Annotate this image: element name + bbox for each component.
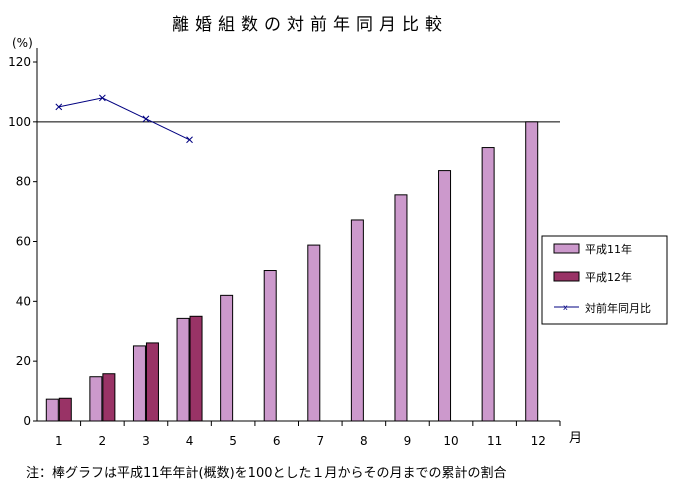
chart-note: 注：棒グラフは平成11年年計(概数)を100とした１月からその月までの累計の割合 — [26, 465, 507, 481]
legend-label-h11: 平成11年 — [585, 242, 632, 256]
bar-平成12年-4 — [189, 315, 203, 422]
legend: 平成11年 平成12年 x 対前年同月比 — [541, 235, 668, 325]
x-tick-label: 1 — [55, 434, 63, 448]
x-axis-label: 月 — [569, 431, 582, 446]
bar-平成11年-8 — [350, 219, 364, 422]
legend-label-ratio: 対前年同月比 — [585, 301, 651, 315]
x-tick-label: 10 — [443, 434, 458, 448]
x-tick-label: 4 — [186, 434, 194, 448]
bar-平成12年-1 — [58, 397, 72, 422]
ratio-point — [55, 103, 63, 111]
bar-平成12年-3 — [145, 342, 159, 422]
legend-marker-ratio: x — [563, 303, 568, 312]
x-tick-label: 5 — [229, 434, 237, 448]
legend-label-h12: 平成12年 — [585, 270, 632, 284]
chart-title: 離婚組数の対前年同月比較 — [172, 15, 448, 35]
y-tick-label: 40 — [16, 294, 31, 308]
y-tick-label: 100 — [8, 115, 31, 129]
ratio-point — [99, 94, 106, 102]
x-tick-label: 11 — [487, 434, 502, 448]
bar-平成11年-12 — [525, 121, 539, 422]
x-tick-label: 8 — [360, 434, 368, 448]
x-tick-label: 12 — [531, 434, 546, 448]
bar-平成11年-2 — [89, 376, 103, 422]
bar-平成11年-5 — [220, 294, 234, 422]
y-tick-label: 120 — [8, 55, 31, 69]
bar-平成11年-9 — [394, 194, 408, 422]
y-tick-label: 0 — [23, 414, 31, 428]
y-tick-label: 60 — [16, 235, 31, 249]
bar-平成11年-6 — [263, 270, 277, 422]
bar-平成11年-1 — [45, 398, 59, 422]
ratio-point — [186, 136, 193, 144]
bar-平成12年-2 — [102, 373, 116, 422]
legend-swatch-h11 — [553, 243, 580, 254]
x-tick-label: 2 — [99, 434, 107, 448]
y-axis-label: (%) — [12, 36, 33, 50]
x-tick-label: 9 — [404, 434, 412, 448]
bar-平成11年-7 — [307, 244, 321, 422]
y-tick-label: 20 — [16, 354, 31, 368]
x-tick-label: 3 — [142, 434, 150, 448]
x-tick-label: 7 — [316, 434, 324, 448]
bar-平成11年-11 — [481, 147, 495, 422]
bar-平成11年-10 — [438, 170, 452, 422]
bar-平成11年-4 — [176, 317, 190, 422]
legend-swatch-h12 — [553, 271, 580, 282]
ratio-line — [58, 97, 190, 141]
bar-平成11年-3 — [132, 345, 146, 422]
ratio-point — [142, 115, 150, 123]
y-tick-label: 80 — [16, 175, 31, 189]
x-tick-label: 6 — [273, 434, 281, 448]
